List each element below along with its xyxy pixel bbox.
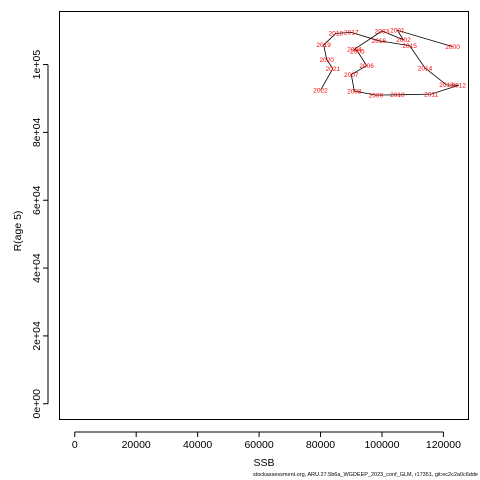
point-label-2003: 2003: [375, 28, 390, 35]
y-axis: 0e+00 2e+04 4e+04 6e+04 8e+04 1e+05: [31, 50, 49, 419]
footer-text: stockassessment.org, ARU.27.5b6a_WGDEEP_…: [252, 472, 478, 478]
point-label-2006: 2006: [359, 63, 374, 70]
x-tick-label: 100000: [364, 439, 399, 451]
point-label-2017: 2017: [344, 30, 359, 37]
x-tick-label: 40000: [183, 439, 212, 451]
y-tick-label: 4e+04: [31, 253, 43, 283]
point-label-2005: 2005: [350, 48, 365, 55]
point-label-2012: 2012: [452, 83, 467, 90]
point-label-2001: 2001: [390, 28, 405, 35]
point-label-2004: 2004: [347, 47, 362, 54]
point-label-2018: 2018: [329, 31, 344, 38]
point-label-2015: 2015: [402, 43, 417, 50]
x-tick-label: 80000: [306, 439, 335, 451]
point-label-2016: 2016: [372, 38, 387, 45]
point-label-2022: 2022: [313, 88, 328, 95]
x-axis-title: SSB: [253, 457, 274, 469]
point-label-2019: 2019: [316, 42, 331, 49]
point-label-2011: 2011: [424, 91, 438, 98]
point-label-2000: 2000: [445, 44, 460, 51]
x-tick-label: 120000: [426, 439, 461, 451]
point-label-2014: 2014: [418, 65, 433, 72]
plot-frame: [59, 11, 469, 420]
point-label-2007: 2007: [344, 72, 359, 79]
x-axis: 0 20000 40000 60000 80000 100000 120000: [72, 431, 461, 451]
y-axis-title: R(age 5): [12, 211, 24, 252]
point-label-2010: 2010: [390, 92, 405, 99]
point-label-2008: 2008: [347, 88, 362, 95]
point-label-2013: 2013: [439, 82, 454, 89]
y-tick-label: 8e+04: [31, 118, 43, 148]
point-label-2009: 2009: [369, 92, 384, 99]
trajectory-line: [320, 29, 459, 96]
x-tick-label: 60000: [244, 439, 273, 451]
x-tick-label: 20000: [122, 439, 151, 451]
point-labels: 2000200120022003200420052006200720082009…: [313, 28, 466, 100]
y-tick-label: 0e+00: [31, 389, 43, 419]
y-tick-label: 6e+04: [31, 185, 43, 215]
y-tick-label: 1e+05: [31, 50, 43, 80]
point-label-2020: 2020: [319, 57, 334, 64]
point-label-2021: 2021: [326, 66, 341, 73]
point-label-2002: 2002: [396, 37, 411, 44]
x-tick-label: 0: [72, 439, 78, 451]
y-tick-label: 2e+04: [31, 321, 43, 351]
